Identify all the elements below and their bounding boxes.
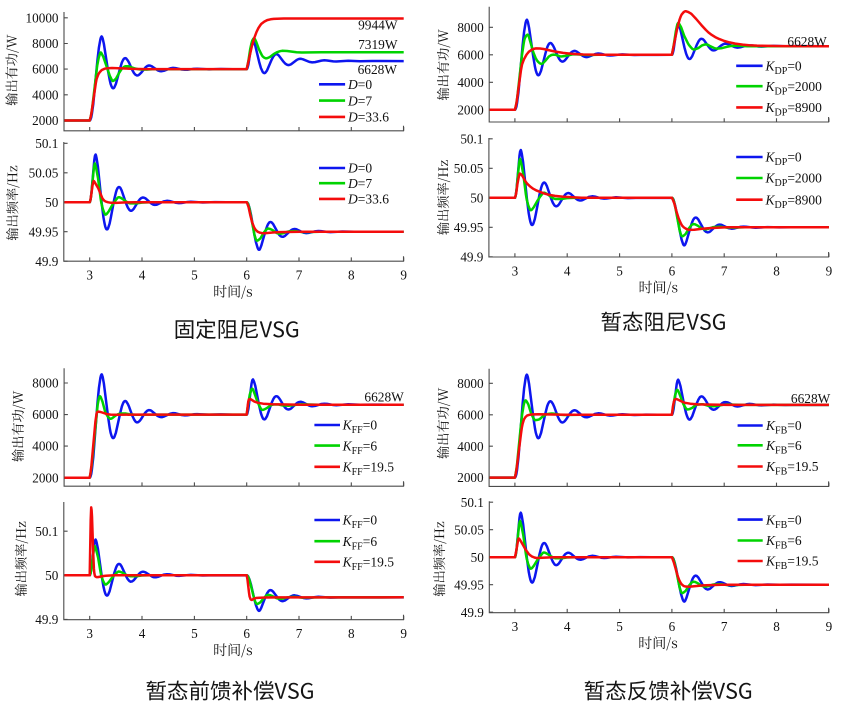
- svg-text:7: 7: [721, 619, 728, 634]
- svg-text:6628W: 6628W: [364, 389, 404, 404]
- svg-text:KFF=0: KFF=0: [342, 418, 378, 437]
- svg-text:50: 50: [471, 550, 485, 565]
- svg-text:8000: 8000: [32, 36, 59, 51]
- svg-text:KFB=19.5: KFB=19.5: [765, 554, 819, 573]
- svg-text:49.9: 49.9: [461, 605, 484, 620]
- svg-text:50.05: 50.05: [454, 161, 484, 176]
- svg-text:6628W: 6628W: [358, 62, 398, 77]
- svg-text:KFB=19.5: KFB=19.5: [765, 459, 819, 478]
- svg-text:D=33.6: D=33.6: [347, 110, 389, 125]
- svg-text:KFF=19.5: KFF=19.5: [342, 460, 395, 479]
- svg-text:9: 9: [400, 626, 407, 641]
- svg-text:KDP=2000: KDP=2000: [765, 79, 823, 98]
- svg-text:4000: 4000: [457, 439, 484, 454]
- svg-text:D=0: D=0: [347, 77, 372, 92]
- svg-text:KFF=6: KFF=6: [342, 438, 378, 457]
- svg-text:4000: 4000: [32, 439, 59, 454]
- svg-text:KDP=8900: KDP=8900: [765, 192, 823, 211]
- svg-text:6: 6: [669, 619, 676, 634]
- svg-text:3: 3: [86, 626, 93, 641]
- svg-text:KDP=8900: KDP=8900: [765, 100, 823, 119]
- svg-text:D=7: D=7: [347, 93, 372, 108]
- svg-text:9: 9: [826, 619, 833, 634]
- svg-text:4: 4: [139, 268, 146, 283]
- svg-text:2000: 2000: [457, 470, 484, 485]
- svg-text:KFF=0: KFF=0: [342, 513, 378, 532]
- svg-text:9: 9: [400, 268, 407, 283]
- svg-text:8000: 8000: [457, 20, 484, 35]
- svg-text:3: 3: [86, 268, 93, 283]
- svg-text:3: 3: [512, 619, 519, 634]
- svg-text:6000: 6000: [32, 62, 59, 77]
- svg-text:49.95: 49.95: [29, 224, 59, 239]
- svg-text:6628W: 6628W: [787, 34, 827, 49]
- svg-text:KDP=0: KDP=0: [765, 150, 802, 169]
- svg-text:2000: 2000: [32, 470, 59, 485]
- svg-text:7: 7: [721, 263, 728, 278]
- svg-text:6000: 6000: [457, 407, 484, 422]
- svg-text:8000: 8000: [457, 376, 484, 391]
- svg-text:7: 7: [296, 268, 303, 283]
- svg-text:4000: 4000: [457, 75, 484, 90]
- svg-text:2000: 2000: [457, 102, 484, 117]
- svg-text:5: 5: [191, 626, 198, 641]
- svg-text:7319W: 7319W: [358, 37, 398, 52]
- svg-text:49.9: 49.9: [35, 254, 58, 269]
- svg-text:4: 4: [564, 619, 571, 634]
- svg-text:KFB=6: KFB=6: [765, 533, 802, 552]
- svg-text:9944W: 9944W: [358, 18, 398, 33]
- svg-text:6000: 6000: [32, 407, 59, 422]
- svg-text:50.1: 50.1: [461, 495, 484, 510]
- svg-text:KFF=6: KFF=6: [342, 534, 378, 553]
- svg-text:D=7: D=7: [347, 176, 372, 191]
- svg-text:8000: 8000: [32, 376, 59, 391]
- svg-text:4000: 4000: [32, 87, 59, 102]
- svg-text:8: 8: [773, 619, 780, 634]
- svg-text:6000: 6000: [457, 47, 484, 62]
- svg-text:50.05: 50.05: [29, 165, 59, 180]
- svg-text:49.95: 49.95: [454, 220, 484, 235]
- svg-text:KFB=0: KFB=0: [765, 512, 802, 531]
- svg-text:50.05: 50.05: [454, 522, 484, 537]
- svg-text:50.1: 50.1: [35, 136, 58, 151]
- svg-text:2000: 2000: [32, 113, 59, 128]
- svg-text:D=0: D=0: [347, 161, 372, 176]
- svg-text:49.95: 49.95: [454, 577, 484, 592]
- svg-text:8: 8: [348, 626, 355, 641]
- svg-text:8: 8: [348, 268, 355, 283]
- svg-text:KDP=0: KDP=0: [765, 59, 802, 78]
- svg-text:4: 4: [139, 626, 146, 641]
- svg-text:10000: 10000: [26, 10, 59, 25]
- svg-text:6: 6: [243, 268, 250, 283]
- svg-text:8: 8: [773, 263, 780, 278]
- svg-text:5: 5: [616, 263, 623, 278]
- svg-text:7: 7: [296, 626, 303, 641]
- svg-text:50: 50: [45, 568, 59, 583]
- svg-text:50: 50: [470, 190, 484, 205]
- svg-text:50.1: 50.1: [460, 131, 483, 146]
- svg-text:50: 50: [45, 195, 59, 210]
- svg-text:D=33.6: D=33.6: [347, 192, 389, 207]
- svg-text:50.1: 50.1: [35, 524, 58, 539]
- svg-text:6: 6: [669, 263, 676, 278]
- svg-text:KDP=2000: KDP=2000: [765, 171, 823, 190]
- svg-text:5: 5: [191, 268, 198, 283]
- svg-text:9: 9: [826, 263, 833, 278]
- svg-text:6628W: 6628W: [791, 391, 831, 406]
- svg-text:49.9: 49.9: [460, 249, 483, 264]
- svg-text:KFB=6: KFB=6: [765, 438, 802, 457]
- svg-text:KFF=19.5: KFF=19.5: [342, 555, 395, 574]
- svg-text:5: 5: [616, 619, 623, 634]
- svg-text:4: 4: [564, 263, 571, 278]
- svg-text:3: 3: [512, 263, 519, 278]
- svg-text:49.9: 49.9: [35, 612, 58, 627]
- svg-text:KFB=0: KFB=0: [765, 418, 802, 437]
- svg-text:6: 6: [243, 626, 250, 641]
